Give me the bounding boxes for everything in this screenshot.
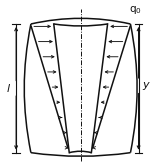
Text: q$_0$: q$_0$: [129, 4, 142, 16]
Text: $l$: $l$: [6, 82, 11, 94]
Text: $y$: $y$: [142, 80, 151, 92]
